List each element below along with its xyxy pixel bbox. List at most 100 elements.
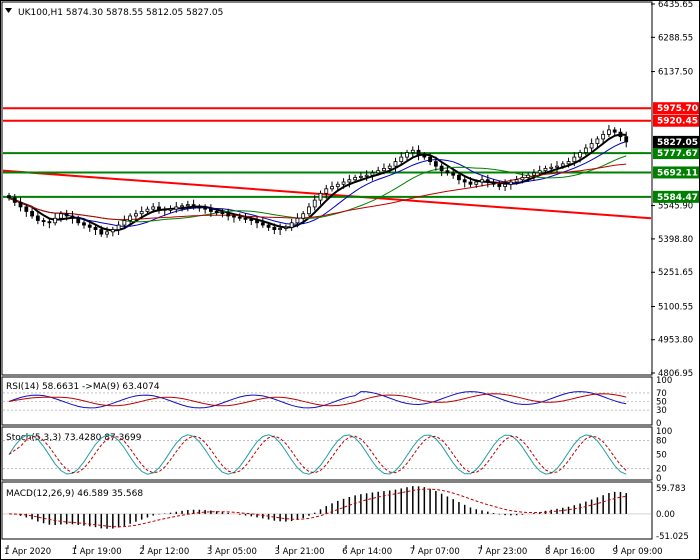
candle-body xyxy=(128,215,133,221)
candle-body xyxy=(497,183,502,187)
stoch-axis-label: 0 xyxy=(656,474,661,484)
candle-body xyxy=(324,188,329,194)
candle-body xyxy=(139,211,144,215)
rsi-panel-title: RSI(14) 58.6631 ->MA(9) 63.4074 xyxy=(6,382,160,392)
candle-body xyxy=(87,224,92,228)
candle-body xyxy=(526,174,531,178)
price-level-tag: 5777.67 xyxy=(657,149,698,159)
candle-body xyxy=(283,226,288,229)
candle-body xyxy=(364,174,369,177)
macd-axis-label: 59.783 xyxy=(656,484,686,494)
current-price-tag: 5827.05 xyxy=(657,138,698,148)
candle-body xyxy=(370,172,375,176)
candle-body xyxy=(445,170,450,174)
candle-body xyxy=(243,217,248,220)
time-axis-label: 2 Apr 12:00 xyxy=(139,547,189,557)
candle-body xyxy=(532,172,536,176)
candle-body xyxy=(353,177,358,181)
candle-body xyxy=(191,204,196,208)
candle-body xyxy=(457,174,461,181)
candle-body xyxy=(462,179,467,183)
candle-body xyxy=(307,206,311,215)
price-axis-label: 5251.65 xyxy=(658,268,693,278)
candle-body xyxy=(208,208,213,212)
rsi-axis-label: 100 xyxy=(656,376,672,386)
rsi-axis-label: 30 xyxy=(656,406,667,416)
stoch-main-line xyxy=(8,434,627,475)
candle-body xyxy=(24,206,29,212)
candle-body xyxy=(157,206,161,210)
candle-body xyxy=(555,165,559,168)
candle-body xyxy=(260,222,265,226)
candle-body xyxy=(237,216,242,219)
candle-body xyxy=(382,168,386,172)
candle-body xyxy=(572,156,577,163)
price-axis-label: 6137.50 xyxy=(658,68,693,78)
macd-axis: 59.783 0.00 -51.025 xyxy=(656,484,689,542)
price-level-tag-bg xyxy=(653,102,699,115)
moving-average-line xyxy=(8,141,627,227)
candle-body xyxy=(12,197,17,203)
stoch-axis-label: 80 xyxy=(656,436,667,446)
candle-body xyxy=(503,183,507,187)
stoch-lines xyxy=(3,434,651,475)
macd-panel[interactable]: MACD(12,26,9) 46.589 35.568 59.783 0.00 -5… xyxy=(1,481,689,542)
time-axis-label: 6 Apr 14:00 xyxy=(342,547,392,557)
candle-body xyxy=(405,152,409,158)
main-price-axis: 6435.65 6288.55 6137.50 5545.90 5398.80 5251.… xyxy=(651,0,693,379)
candle-body xyxy=(549,166,554,169)
price-level-tag: 5692.11 xyxy=(657,168,698,178)
trendline[interactable] xyxy=(2,169,652,220)
candle-body xyxy=(145,208,150,212)
candle-body xyxy=(180,205,184,208)
price-level-tag: 5584.47 xyxy=(657,193,698,203)
price-axis-label: 6435.65 xyxy=(658,0,693,10)
candle-body xyxy=(433,161,438,167)
main-price-panel[interactable]: UK100,H1 5874.30 5878.55 5812.05 5827.05… xyxy=(1,0,699,379)
price-level-tag-bg xyxy=(653,166,699,179)
candle-body xyxy=(197,206,202,209)
candle-body xyxy=(566,161,571,165)
candle-body xyxy=(399,156,404,163)
candle-body xyxy=(301,213,306,219)
dropdown-triangle-icon[interactable] xyxy=(5,8,12,13)
candle-body xyxy=(601,134,606,140)
candle-body xyxy=(387,165,392,169)
candle-body xyxy=(416,149,421,156)
rsi-lines xyxy=(3,391,651,411)
rsi-ma-line xyxy=(8,393,627,407)
stoch-axis-label: 100 xyxy=(656,427,672,437)
candles xyxy=(7,124,629,238)
stoch-axis-label: 20 xyxy=(656,465,667,475)
price-level-tag-bg xyxy=(653,147,699,160)
candle-body xyxy=(134,213,138,217)
candle-body xyxy=(76,217,81,224)
price-axis-label: 5545.90 xyxy=(658,202,693,212)
stoch-signal-line xyxy=(8,435,627,474)
candle-body xyxy=(122,220,127,226)
candle-body xyxy=(543,168,548,172)
rsi-axis-label: 50 xyxy=(656,398,667,408)
candle-body xyxy=(451,172,456,176)
rsi-panel[interactable]: RSI(14) 58.6631 ->MA(9) 63.4074 100 70503… xyxy=(1,376,672,429)
candle-body xyxy=(537,170,542,174)
candle-body xyxy=(485,179,490,183)
candle-body xyxy=(612,129,617,133)
price-level-tag-bg xyxy=(653,114,699,127)
current-price-tag-bg xyxy=(653,135,699,148)
candle-body xyxy=(289,222,294,228)
candle-body xyxy=(480,179,484,183)
price-axis-label: 4953.80 xyxy=(658,336,693,346)
trendline-line[interactable] xyxy=(2,169,652,220)
candle-body xyxy=(330,186,334,190)
price-levels[interactable] xyxy=(3,107,651,198)
candle-body xyxy=(18,201,23,208)
candle-body xyxy=(232,215,236,218)
time-axis-label: 1 Apr 2020 xyxy=(4,547,51,557)
price-level-tag: 5975.70 xyxy=(657,104,698,114)
candle-body xyxy=(376,170,381,174)
rsi-line xyxy=(8,391,627,409)
